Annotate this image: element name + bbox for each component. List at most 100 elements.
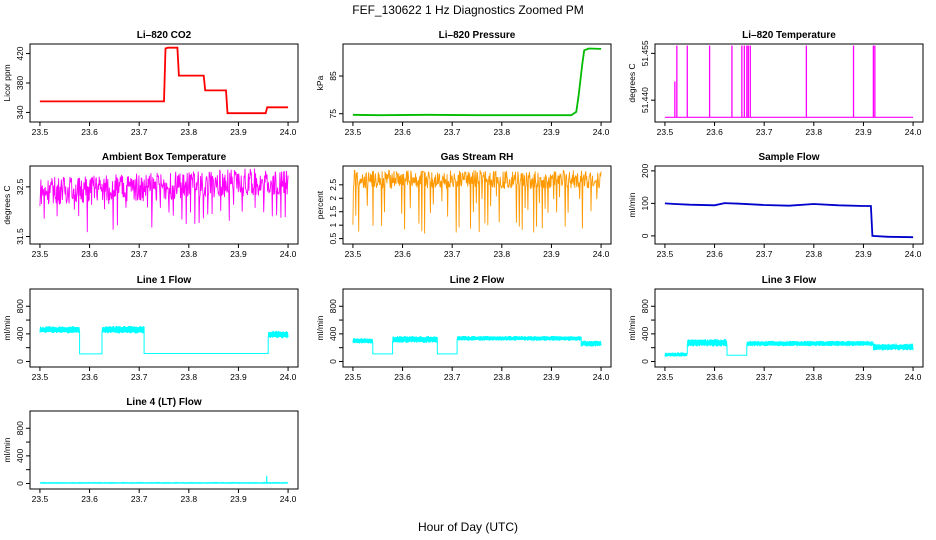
li-820-temperature-plot-frame <box>654 43 924 123</box>
gas-stream-rh-x-tick-label: 23.7 <box>444 249 461 259</box>
panel-gas-stream-rh: Gas Stream RH 23.5 23.6 23.7 23.8 23.9 24.0 0.5… <box>315 152 612 259</box>
ambient-box-temperature-series-line <box>39 168 289 233</box>
gas-stream-rh-series <box>352 169 602 234</box>
line-1-flow-y-tick-label: 0 <box>15 359 25 364</box>
line-4-lt-flow-y-tick-label: 0 <box>15 481 25 486</box>
li-820-pressure-title: Li–820 Pressure <box>439 30 516 41</box>
line-4-lt-flow-x-tick-label: 23.6 <box>81 494 98 504</box>
line-4-lt-flow-plot-frame <box>29 410 299 490</box>
panel-line-3-flow: Line 3 Flow 23.5 23.6 23.7 23.8 23.9 24.0 0 400 8… <box>627 275 924 382</box>
line-1-flow-x-tick-label: 23.7 <box>131 372 148 382</box>
line-2-flow-y-tick-label: 0 <box>328 359 338 364</box>
gas-stream-rh-x-tick-label: 23.5 <box>345 249 362 259</box>
line-2-flow-y-tick-label: 400 <box>328 327 338 341</box>
line-2-flow-series <box>352 335 602 355</box>
line-4-lt-flow-x-tick-label: 23.7 <box>131 494 148 504</box>
li-820-pressure-x-tick-label: 23.5 <box>345 127 362 137</box>
sample-flow-x-tick-label: 23.5 <box>657 249 674 259</box>
li-820-co2-x-tick-label: 23.9 <box>230 127 247 137</box>
line-2-flow-title: Line 2 Flow <box>450 275 505 286</box>
line-4-lt-flow-x-tick-label: 23.8 <box>181 494 198 504</box>
line-4-lt-flow-x-tick-label: 23.5 <box>32 494 49 504</box>
line-2-flow-y-axis-label: ml/min <box>315 315 325 340</box>
line-4-lt-flow-series <box>39 475 289 485</box>
sample-flow-series <box>664 202 914 239</box>
sample-flow-y-tick-label: 200 <box>640 164 650 178</box>
li-820-pressure-y-tick-label: 75 <box>328 109 338 119</box>
li-820-pressure-x-tick-label: 24.0 <box>593 127 610 137</box>
line-2-flow-x-tick-label: 24.0 <box>593 372 610 382</box>
panel-li-820-co2: Li–820 CO2 23.5 23.6 23.7 23.8 23.9 24.0 340 380… <box>2 30 299 137</box>
line-1-flow-x-tick-label: 24.0 <box>280 372 297 382</box>
li-820-pressure-series <box>352 47 602 117</box>
ambient-box-temperature-y-axis-label: degrees C <box>2 185 12 224</box>
line-2-flow-x-tick-label: 23.8 <box>494 372 511 382</box>
line-2-flow-x-tick-label: 23.5 <box>345 372 362 382</box>
li-820-pressure-x-tick-label: 23.6 <box>394 127 411 137</box>
line-4-lt-flow-y-axis-label: ml/min <box>2 437 12 462</box>
line-3-flow-x-tick-label: 23.6 <box>706 372 723 382</box>
gas-stream-rh-y-tick-label: 1.5 <box>328 206 338 218</box>
li-820-temperature-y-tick-label: 51.440 <box>640 87 650 113</box>
li-820-co2-x-tick-label: 23.5 <box>32 127 49 137</box>
line-3-flow-y-tick-label: 400 <box>640 327 650 341</box>
li-820-co2-title: Li–820 CO2 <box>137 30 192 41</box>
li-820-co2-y-tick-label: 380 <box>15 76 25 90</box>
li-820-temperature-x-tick-label: 23.5 <box>657 127 674 137</box>
li-820-pressure-series-line <box>352 47 602 117</box>
line-2-flow-x-tick-label: 23.9 <box>543 372 560 382</box>
line-1-flow-x-tick-label: 23.8 <box>181 372 198 382</box>
panel-line-2-flow: Line 2 Flow 23.5 23.6 23.7 23.8 23.9 24.0 0 400 8… <box>315 275 612 382</box>
ambient-box-temperature-plot-frame <box>29 165 299 245</box>
line-3-flow-x-tick-label: 23.7 <box>756 372 773 382</box>
line-1-flow-x-tick-label: 23.9 <box>230 372 247 382</box>
li-820-co2-y-axis-label: Licor ppm <box>2 64 12 101</box>
sample-flow-x-tick-label: 23.6 <box>706 249 723 259</box>
line-3-flow-x-tick-label: 23.5 <box>657 372 674 382</box>
panel-sample-flow: Sample Flow 23.5 23.6 23.7 23.8 23.9 24.0 0 100 2… <box>627 152 924 259</box>
li-820-pressure-x-tick-label: 23.7 <box>444 127 461 137</box>
li-820-pressure-y-axis-label: kPa <box>315 75 325 90</box>
li-820-co2-y-tick-label: 340 <box>15 105 25 119</box>
li-820-temperature-x-tick-label: 24.0 <box>905 127 922 137</box>
sample-flow-y-tick-label: 0 <box>640 233 650 238</box>
panel-ambient-box-temperature: Ambient Box Temperature 23.5 23.6 23.7 23.8 2… <box>2 152 299 259</box>
li-820-co2-x-tick-label: 23.6 <box>81 127 98 137</box>
line-4-lt-flow-y-tick-label: 400 <box>15 449 25 463</box>
panel-grid: Li–820 CO2 23.5 23.6 23.7 23.8 23.9 24.0 340 380… <box>2 30 924 504</box>
sample-flow-x-tick-label: 23.7 <box>756 249 773 259</box>
panel-line-4-lt-flow: Line 4 (LT) Flow 23.5 23.6 23.7 23.8 23.9 24.0… <box>2 397 299 504</box>
gas-stream-rh-x-tick-label: 23.9 <box>543 249 560 259</box>
line-2-flow-y-tick-label: 800 <box>328 299 338 313</box>
line-3-flow-title: Line 3 Flow <box>762 275 817 286</box>
ambient-box-temperature-x-tick-label: 23.8 <box>181 249 198 259</box>
line-4-lt-flow-x-tick-label: 23.9 <box>230 494 247 504</box>
line-2-flow-series-line <box>352 335 602 355</box>
gas-stream-rh-x-tick-label: 23.8 <box>494 249 511 259</box>
line-1-flow-y-tick-label: 400 <box>15 327 25 341</box>
ambient-box-temperature-title: Ambient Box Temperature <box>102 152 227 163</box>
li-820-temperature-x-tick-label: 23.7 <box>756 127 773 137</box>
line-3-flow-series <box>664 339 914 357</box>
li-820-co2-series-line <box>39 46 289 115</box>
gas-stream-rh-x-tick-label: 23.6 <box>394 249 411 259</box>
ambient-box-temperature-x-tick-label: 23.9 <box>230 249 247 259</box>
ambient-box-temperature-x-tick-label: 23.5 <box>32 249 49 259</box>
ambient-box-temperature-series <box>39 168 289 233</box>
li-820-temperature-x-tick-label: 23.8 <box>806 127 823 137</box>
gas-stream-rh-title: Gas Stream RH <box>441 152 514 163</box>
li-820-temperature-y-tick-label: 51.455 <box>640 40 650 66</box>
li-820-temperature-x-tick-label: 23.9 <box>855 127 872 137</box>
line-1-flow-plot-frame <box>29 288 299 368</box>
sample-flow-y-tick-label: 100 <box>640 196 650 210</box>
line-1-flow-y-axis-label: ml/min <box>2 315 12 340</box>
line-3-flow-x-tick-label: 23.8 <box>806 372 823 382</box>
sample-flow-plot-frame <box>654 165 924 245</box>
gas-stream-rh-series-line <box>352 169 602 234</box>
sample-flow-y-axis-label: ml/min <box>627 192 637 217</box>
line-1-flow-series <box>39 325 289 355</box>
line-3-flow-x-tick-label: 24.0 <box>905 372 922 382</box>
ambient-box-temperature-y-tick-label: 31.5 <box>15 228 25 245</box>
ambient-box-temperature-x-tick-label: 24.0 <box>280 249 297 259</box>
li-820-co2-y-tick-label: 420 <box>15 46 25 60</box>
